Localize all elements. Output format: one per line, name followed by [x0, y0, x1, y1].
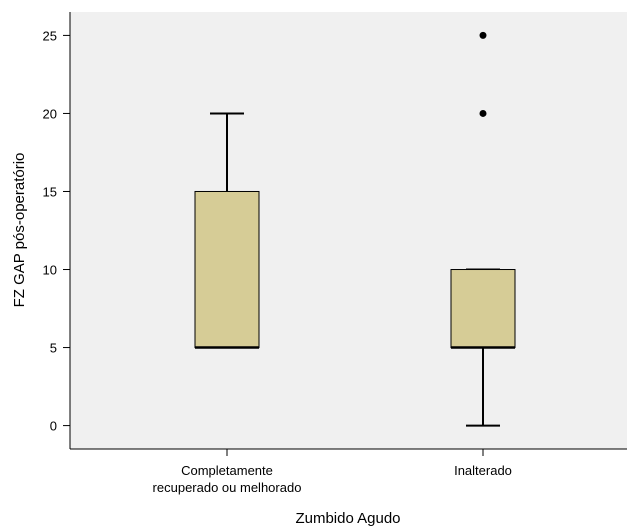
x-tick-label: Completamente recuperado ou melhorado: [153, 463, 302, 495]
x-tick-label-line: Completamente: [181, 463, 273, 478]
box: [194, 190, 260, 349]
chart-marks: [194, 31, 516, 427]
box-group-1: [194, 112, 260, 349]
y-tick-label: 25: [43, 28, 57, 43]
y-tick-label: 10: [43, 263, 57, 278]
outlier-point: [479, 109, 487, 117]
x-axis-ticks: Completamente recuperado ou melhorado Inal…: [153, 449, 512, 495]
y-tick-label: 0: [50, 419, 57, 434]
box-group-2: [450, 31, 516, 427]
y-axis-label: FZ GAP pós-operatório: [11, 153, 28, 308]
plot-area: [70, 12, 627, 449]
y-tick-label: 5: [50, 341, 57, 356]
x-tick-label-line: recuperado ou melhorado: [153, 480, 302, 495]
x-tick-label-line: Inalterado: [454, 463, 512, 478]
y-tick-label: 20: [43, 106, 57, 121]
y-axis-ticks: 0 5 10 15 20 25: [43, 28, 70, 434]
box: [450, 269, 516, 349]
outlier-point: [479, 31, 487, 39]
x-tick-label: Inalterado: [454, 463, 512, 478]
x-axis-label: Zumbido Agudo: [295, 510, 400, 527]
y-tick-label: 15: [43, 184, 57, 199]
